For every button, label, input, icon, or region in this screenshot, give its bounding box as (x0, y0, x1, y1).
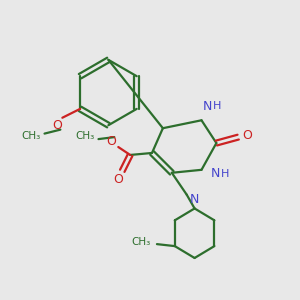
Text: N: N (190, 193, 199, 206)
Text: H: H (213, 101, 222, 111)
Text: H: H (221, 169, 230, 179)
Text: N: N (211, 167, 220, 180)
Text: CH₃: CH₃ (21, 130, 40, 141)
Text: CH₃: CH₃ (131, 237, 151, 247)
Text: O: O (52, 119, 62, 132)
Text: O: O (242, 129, 252, 142)
Text: O: O (106, 135, 116, 148)
Text: CH₃: CH₃ (75, 131, 94, 141)
Text: N: N (203, 100, 212, 113)
Text: O: O (113, 173, 123, 186)
